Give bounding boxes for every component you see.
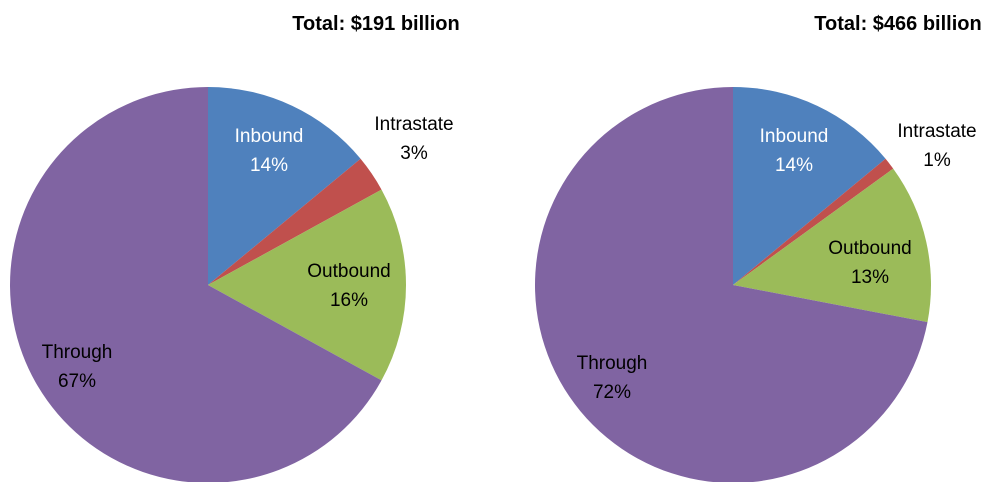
- slice-label-name: Through: [577, 353, 648, 374]
- slice-label-name: Through: [42, 342, 113, 363]
- slice-label-name: Outbound: [307, 261, 390, 282]
- pie-slice-intrastate: [733, 158, 894, 285]
- slice-label-name: Inbound: [760, 126, 829, 147]
- slice-label-intrastate: Intrastate 1%: [897, 121, 976, 171]
- slice-label-name: Intrastate: [897, 121, 976, 142]
- pie-slice-outbound: [733, 168, 931, 323]
- pie-slice-inbound: [208, 87, 361, 285]
- chart-title-left: Total: $191 billion: [292, 13, 459, 35]
- slice-label-outbound: Outbound 16%: [307, 261, 390, 311]
- pie-slice-outbound: [208, 189, 407, 381]
- slice-label-value: 67%: [58, 371, 96, 392]
- slice-label-outbound: Outbound 13%: [828, 238, 911, 288]
- slice-label-inbound: Inbound 14%: [760, 126, 829, 176]
- pie-chart-right: Total: $466 billion Inbound 14% Intrastate…: [535, 13, 982, 482]
- slice-label-name: Outbound: [828, 238, 911, 259]
- slice-label-value: 14%: [775, 155, 813, 176]
- slice-label-value: 1%: [923, 150, 951, 171]
- slice-label-value: 3%: [400, 143, 428, 164]
- slice-label-inbound: Inbound 14%: [235, 126, 304, 176]
- slice-label-name: Intrastate: [374, 114, 453, 135]
- pie-slice-inbound: [733, 87, 886, 285]
- chart-title-right: Total: $466 billion: [814, 13, 981, 35]
- slice-label-name: Inbound: [235, 126, 304, 147]
- slice-label-value: 72%: [593, 382, 631, 403]
- slice-label-value: 14%: [250, 155, 288, 176]
- slice-label-through: Through 67%: [42, 342, 113, 392]
- slice-label-value: 16%: [330, 290, 368, 311]
- pie-chart-left: Total: $191 billion Inbound 14% Intrastate…: [10, 13, 460, 482]
- pie-slice-through: [535, 87, 928, 482]
- pie-slice-through: [10, 87, 382, 482]
- pie-slice-intrastate: [208, 158, 382, 285]
- slice-label-intrastate: Intrastate 3%: [374, 114, 453, 164]
- slice-label-through: Through 72%: [577, 353, 648, 403]
- slice-label-value: 13%: [851, 267, 889, 288]
